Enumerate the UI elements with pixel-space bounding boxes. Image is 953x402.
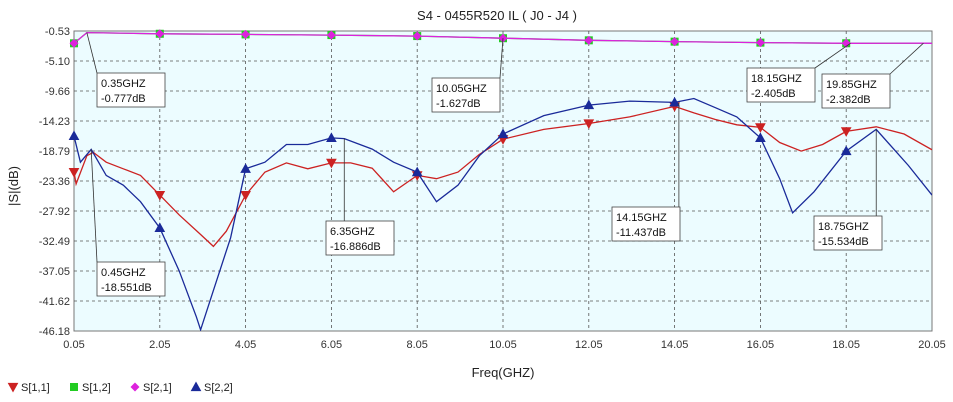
annotation-text: -18.551dB	[101, 282, 152, 294]
legend-marker-s12	[70, 383, 78, 391]
annotation-box	[325, 220, 395, 256]
y-tick-label: -5.10	[45, 56, 70, 68]
y-tick-label: -14.23	[39, 116, 70, 128]
legend-marker-s11	[7, 382, 19, 393]
y-tick-label: -0.53	[45, 26, 70, 38]
y-tick-label: -23.36	[39, 176, 70, 188]
y-tick-label: -46.18	[39, 326, 70, 338]
x-tick-label: 16.05	[747, 339, 775, 351]
legend-label-s11: S[1,1]	[21, 382, 50, 394]
series-marker-s11	[840, 127, 852, 137]
x-tick-label: 20.05	[918, 339, 946, 351]
series-marker-s21	[69, 38, 79, 48]
series-marker-s22	[240, 163, 251, 173]
series-marker-s22	[755, 132, 766, 143]
series-marker-s22	[68, 130, 80, 141]
annotation-box	[431, 77, 501, 113]
series-marker-s21	[412, 31, 422, 41]
y-tick-label: -9.66	[45, 86, 70, 98]
annotation-text: -16.886dB	[330, 241, 381, 253]
x-tick-label: 0.05	[63, 339, 84, 351]
series-marker-s11	[326, 158, 337, 169]
legend: S[1,1] S[1,2] S[2,1] S[2,2]	[7, 381, 233, 394]
annotation-text: 0.45GHZ	[101, 267, 146, 279]
annotation-text: -0.777dB	[101, 93, 146, 105]
annotation-box	[96, 72, 166, 108]
x-tick-label: 10.05	[489, 339, 517, 351]
series-line-s22	[74, 97, 932, 331]
annotation-text: 19.85GHZ	[826, 79, 877, 91]
series-marker-s22	[669, 96, 680, 107]
annotation-text: -2.382dB	[826, 94, 871, 106]
annotation-text: -2.405dB	[751, 88, 796, 100]
annotation-leader	[499, 38, 504, 79]
x-tick-label: 18.05	[832, 339, 860, 351]
annotation-text: 14.15GHZ	[616, 212, 667, 224]
annotation-box	[96, 261, 166, 297]
x-tick-label: 4.05	[235, 339, 256, 351]
chart-title: S4 - 0455R520 IL ( J0 - J4 )	[417, 8, 577, 23]
y-tick-label: -37.05	[39, 266, 70, 278]
y-tick-label: -27.92	[39, 206, 70, 218]
series-marker-s22	[497, 128, 509, 139]
series-marker-s11	[583, 119, 595, 129]
series-marker-s11	[154, 190, 166, 201]
annotation-box	[821, 73, 891, 109]
series-marker-s21	[241, 29, 251, 39]
annotation-text: -11.437dB	[616, 227, 666, 239]
series-marker-s22	[411, 166, 423, 177]
annotation-text: 10.05GHZ	[436, 83, 487, 95]
annotation-leader	[889, 42, 924, 75]
annotation-text: 18.75GHZ	[818, 221, 869, 233]
series-marker-s21	[670, 37, 680, 47]
y-tick-label: -18.79	[39, 146, 70, 158]
series-marker-s22	[326, 132, 337, 143]
legend-label-s21: S[2,1]	[143, 382, 172, 394]
annotation-box	[746, 67, 816, 103]
x-tick-label: 2.05	[149, 339, 170, 351]
annotation-box	[611, 206, 681, 242]
annotation-box	[813, 215, 883, 251]
series-marker-s11	[240, 190, 251, 201]
plot-area: 0.05 2.05 4.05 6.05 8.05 10.05 12.05 14.05 16.05…	[39, 26, 946, 351]
series-line-s11	[74, 105, 932, 248]
series-marker-s11	[755, 123, 766, 133]
annotation-leader	[90, 149, 98, 263]
x-axis-label: Freq(GHZ)	[472, 365, 535, 380]
x-tick-label: 8.05	[406, 339, 427, 351]
annotation-leader	[814, 42, 851, 69]
annotation-text: 0.35GHZ	[101, 78, 146, 90]
series-marker-s21	[155, 29, 165, 39]
series-marker-s22	[583, 99, 595, 110]
annotation-text: -1.627dB	[436, 98, 481, 110]
x-tick-label: 12.05	[575, 339, 603, 351]
series-marker-s21	[841, 38, 851, 48]
annotation-text: 18.15GHZ	[751, 73, 802, 85]
legend-label-s22: S[2,2]	[204, 382, 233, 394]
series-marker-s21	[326, 30, 336, 40]
series-marker-s11	[68, 167, 80, 178]
legend-label-s12: S[1,2]	[82, 382, 111, 394]
legend-marker-s21	[130, 382, 140, 392]
series-marker-s21	[755, 38, 765, 48]
series-marker-s22	[840, 145, 852, 156]
x-tick-label: 6.05	[321, 339, 342, 351]
legend-marker-s22	[190, 381, 202, 392]
x-tick-label: 14.05	[661, 339, 689, 351]
series-marker-s22	[154, 222, 166, 233]
y-tick-label: -32.49	[39, 236, 70, 248]
annotation-text: -15.534dB	[818, 236, 869, 248]
y-tick-label: -41.62	[39, 296, 70, 308]
annotation-leader	[86, 32, 98, 74]
annotation-text: 6.35GHZ	[330, 226, 375, 238]
series-marker-s21	[584, 35, 594, 45]
y-axis-label: |S|(dB)	[6, 166, 21, 206]
